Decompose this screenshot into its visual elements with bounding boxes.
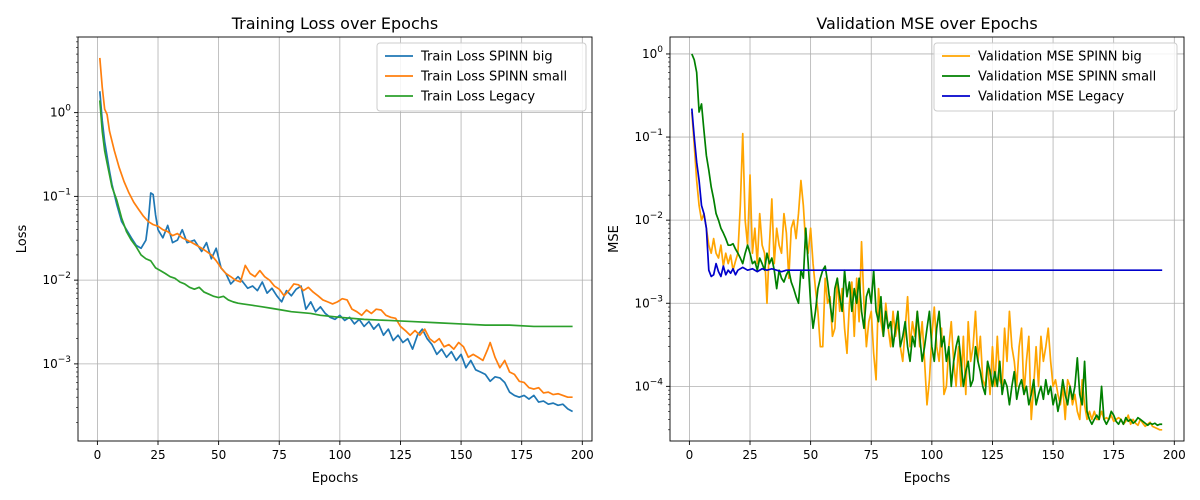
y-tick-label: 100 xyxy=(642,45,663,61)
x-tick-label: 75 xyxy=(272,448,287,462)
legend: Validation MSE SPINN big Validation MSE S… xyxy=(933,42,1178,112)
x-tick-label: 100 xyxy=(328,448,351,462)
series-line-3 xyxy=(98,100,573,328)
series-line-3 xyxy=(690,108,1163,278)
legend-box xyxy=(933,42,1178,112)
y-axis-label: MSE xyxy=(607,225,622,253)
y-tick-label: 10−1 xyxy=(42,187,71,203)
legend: Train Loss SPINN big Train Loss SPINN sma… xyxy=(376,42,587,112)
legend-entry: Train Loss SPINN big xyxy=(420,50,553,65)
chart-title: Training Loss over Epochs xyxy=(231,14,439,33)
x-tick-label: 175 xyxy=(1102,448,1125,462)
x-tick-label: 150 xyxy=(450,448,473,462)
legend-entry: Train Loss SPINN small xyxy=(420,70,567,85)
series-line-1 xyxy=(690,111,1163,431)
x-tick-label: 200 xyxy=(571,448,594,462)
legend-entry: Validation MSE Legacy xyxy=(978,90,1125,105)
x-tick-label: 200 xyxy=(1163,448,1186,462)
x-tick-label: 100 xyxy=(920,448,943,462)
y-tick-label: 10−3 xyxy=(42,355,71,371)
x-tick-label: 0 xyxy=(686,448,694,462)
x-tick-label: 150 xyxy=(1042,448,1065,462)
x-tick-label: 50 xyxy=(211,448,226,462)
x-tick-label: 0 xyxy=(94,448,102,462)
chart-title: Validation MSE over Epochs xyxy=(816,14,1037,33)
x-tick-label: 25 xyxy=(742,448,757,462)
y-tick-label: 10−3 xyxy=(634,294,663,310)
x-tick-label: 50 xyxy=(803,448,818,462)
axes-frame xyxy=(77,36,593,442)
chart-2: 0 25 50 75 100 125 150 175 200 10−4 10−3 10−2 10−1 10… xyxy=(607,14,1186,486)
y-tick-label: 100 xyxy=(50,104,71,120)
x-tick-label: 175 xyxy=(510,448,533,462)
series-line-2 xyxy=(691,53,1163,427)
chart-1: 0 25 50 75 100 125 150 175 200 10−3 10−2 10−1 100 Tra… xyxy=(15,14,594,486)
x-axis-label: Epochs xyxy=(312,471,359,486)
x-tick-label: 25 xyxy=(150,448,165,462)
x-tick-label: 125 xyxy=(389,448,412,462)
axes-frame xyxy=(669,36,1185,442)
x-tick-label: 75 xyxy=(864,448,879,462)
x-tick-label: 125 xyxy=(981,448,1004,462)
y-tick-label: 10−1 xyxy=(634,128,663,144)
y-tick-label: 10−2 xyxy=(634,211,663,227)
legend-entry: Validation MSE SPINN small xyxy=(978,70,1156,85)
legend-entry: Validation MSE SPINN big xyxy=(978,50,1142,65)
legend-entry: Train Loss Legacy xyxy=(420,90,535,105)
y-tick-label: 10−4 xyxy=(634,377,663,393)
y-axis-label: Loss xyxy=(15,225,30,254)
legend-box xyxy=(376,42,587,112)
series-line-2 xyxy=(98,57,573,399)
x-axis-label: Epochs xyxy=(904,471,951,486)
y-tick-label: 10−2 xyxy=(42,271,71,287)
